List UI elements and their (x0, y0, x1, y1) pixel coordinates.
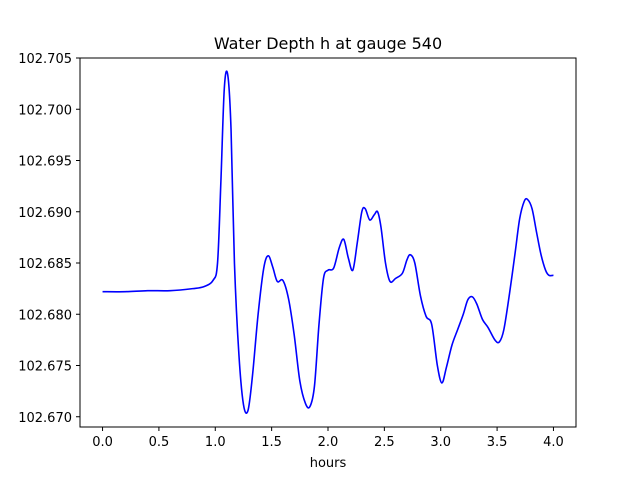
y-axis: 102.670 102.675 102.680 102.685 102.690 102.6… (18, 52, 80, 426)
x-tick-label: 4.0 (543, 435, 564, 450)
y-tick-label: 102.700 (18, 103, 72, 118)
x-tick-label: 0.5 (149, 435, 170, 450)
x-tick-label: 1.0 (205, 435, 226, 450)
x-tick-label: 0.0 (92, 435, 113, 450)
x-axis: 0.0 0.5 1.0 1.5 2.0 2.5 3.0 3.5 4.0 (92, 427, 564, 450)
series-line (102, 70, 554, 414)
y-tick-label: 102.690 (18, 206, 72, 221)
y-tick-label: 102.695 (18, 155, 72, 170)
y-tick-label: 102.705 (18, 52, 72, 67)
x-tick-label: 2.0 (318, 435, 339, 450)
y-tick-label: 102.675 (18, 360, 72, 375)
x-axis-label: hours (310, 456, 347, 471)
x-tick-label: 1.5 (261, 435, 282, 450)
plot-area (102, 70, 554, 414)
y-tick-label: 102.685 (18, 257, 72, 272)
y-tick-label: 102.680 (18, 308, 72, 323)
x-tick-label: 2.5 (374, 435, 395, 450)
chart-title: Water Depth h at gauge 540 (214, 34, 442, 53)
axes-frame (79, 57, 577, 428)
x-tick-label: 3.0 (430, 435, 451, 450)
y-tick-label: 102.670 (18, 411, 72, 426)
x-tick-label: 3.5 (487, 435, 508, 450)
